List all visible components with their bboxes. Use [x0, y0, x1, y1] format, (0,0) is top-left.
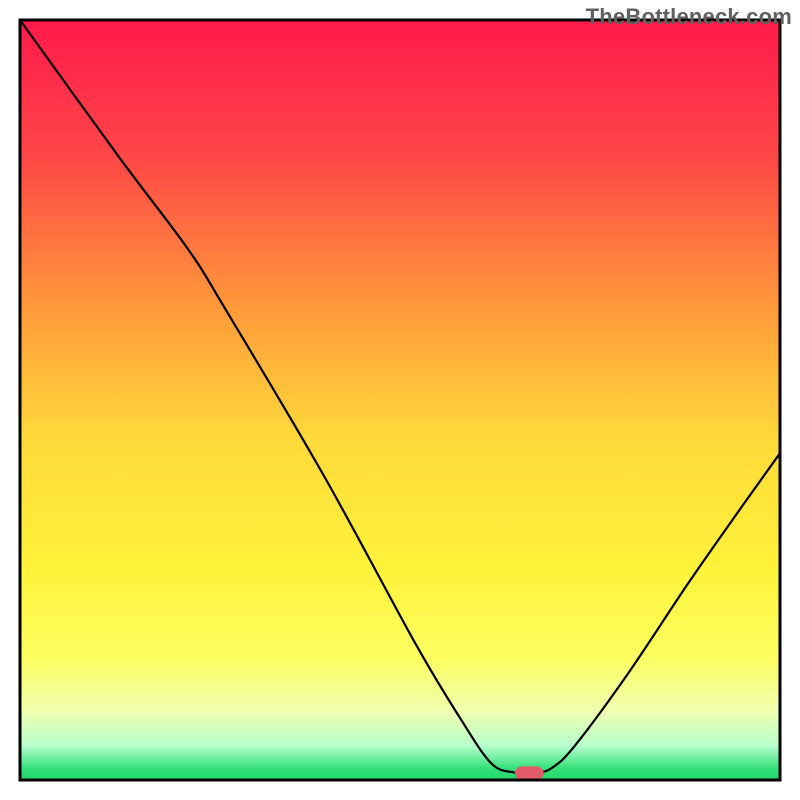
chart-root: TheBottleneck.com [0, 0, 800, 800]
minimum-marker [515, 766, 544, 780]
watermark-text: TheBottleneck.com [586, 4, 792, 30]
gradient-background [20, 20, 780, 780]
bottleneck-chart [0, 0, 800, 800]
plot-area [20, 20, 780, 780]
